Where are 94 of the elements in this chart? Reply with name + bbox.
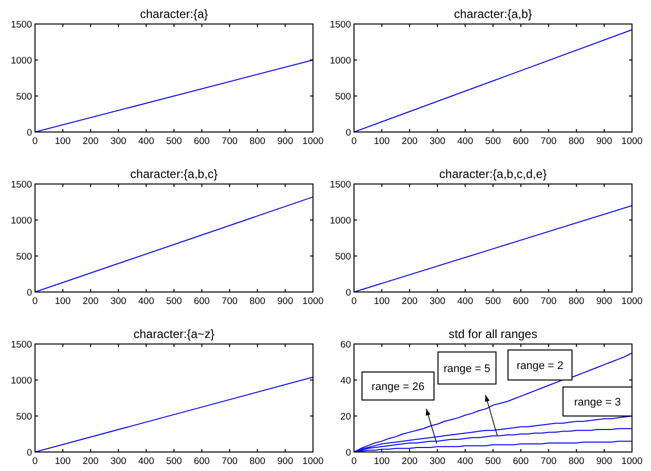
y-tick-label: 1500	[10, 20, 32, 30]
x-tick-label: 800	[249, 296, 266, 307]
x-tick-label: 200	[82, 136, 99, 147]
x-tick-label: 600	[194, 296, 210, 307]
x-tick-label: 500	[166, 296, 182, 307]
x-tick-label: 800	[249, 456, 266, 467]
x-tick-label: 800	[568, 456, 584, 467]
chart-title: std for all ranges	[448, 327, 538, 341]
x-tick-label: 300	[110, 296, 126, 307]
y-tick-label: 1000	[330, 216, 351, 226]
y-tick-label: 20	[340, 412, 351, 422]
x-tick-label: 900	[596, 296, 612, 307]
x-tick-label: 200	[402, 136, 418, 147]
x-tick-label: 700	[540, 456, 557, 467]
x-tick-label: 500	[485, 456, 501, 467]
x-tick-label: 200	[402, 296, 418, 307]
x-tick-label: 700	[222, 136, 238, 147]
x-tick-label: 1000	[621, 136, 643, 147]
x-tick-label: 100	[54, 136, 71, 147]
y-tick-label: 0	[26, 448, 32, 458]
x-tick-label: 800	[568, 136, 584, 147]
x-tick-label: 900	[596, 456, 612, 467]
x-tick-label: 500	[166, 136, 182, 147]
x-tick-label: 300	[110, 456, 126, 467]
x-tick-label: 1000	[621, 456, 643, 467]
x-tick-label: 500	[485, 136, 501, 147]
annotation: range = 3	[574, 396, 621, 408]
x-tick-label: 900	[277, 296, 294, 307]
annotation: range = 2	[516, 360, 564, 372]
x-tick-label: 300	[110, 136, 126, 147]
y-tick-label: 500	[335, 92, 351, 102]
y-tick-label: 60	[340, 340, 351, 350]
x-tick-label: 600	[512, 136, 529, 147]
y-tick-label: 1000	[10, 216, 32, 226]
x-tick-label: 600	[512, 296, 529, 307]
y-tick-label: 500	[16, 252, 32, 262]
x-tick-label: 700	[540, 296, 557, 307]
chart-title: character:{a,b,c,d,e}	[439, 167, 547, 181]
x-tick-label: 300	[429, 136, 446, 147]
x-tick-label: 500	[166, 456, 182, 467]
chart-title: character:{a,b}	[454, 7, 532, 21]
y-tick-label: 0	[26, 128, 32, 138]
x-tick-label: 1000	[302, 136, 324, 147]
y-tick-label: 1500	[330, 180, 351, 190]
y-tick-label: 1000	[330, 56, 351, 66]
y-tick-label: 1000	[10, 56, 32, 66]
x-tick-label: 1000	[621, 296, 643, 307]
y-tick-label: 0	[346, 448, 351, 458]
x-tick-label: 1000	[302, 456, 324, 467]
y-tick-label: 40	[340, 376, 351, 386]
chart-title: character:{a}	[140, 7, 208, 21]
y-tick-label: 1500	[10, 340, 32, 350]
x-tick-label: 400	[457, 136, 474, 147]
annotation: range = 26	[372, 381, 424, 393]
x-tick-label: 700	[222, 296, 238, 307]
x-tick-label: 600	[194, 136, 210, 147]
x-tick-label: 100	[374, 136, 390, 147]
x-tick-label: 800	[249, 136, 266, 147]
x-tick-label: 900	[277, 456, 294, 467]
y-tick-label: 500	[16, 92, 32, 102]
x-tick-label: 400	[457, 296, 474, 307]
x-tick-label: 400	[138, 136, 154, 147]
x-tick-label: 100	[54, 296, 71, 307]
x-tick-label: 900	[596, 136, 612, 147]
y-tick-label: 0	[346, 128, 351, 138]
annotation: range = 5	[444, 363, 490, 375]
x-tick-label: 700	[540, 136, 557, 147]
x-tick-label: 300	[429, 296, 446, 307]
y-tick-label: 0	[346, 288, 351, 298]
x-tick-label: 100	[374, 456, 390, 467]
y-tick-label: 1500	[330, 20, 351, 30]
x-tick-label: 200	[82, 296, 99, 307]
x-tick-label: 600	[512, 456, 529, 467]
y-tick-label: 1500	[10, 180, 32, 190]
x-tick-label: 200	[402, 456, 418, 467]
x-tick-label: 1000	[302, 296, 324, 307]
x-tick-label: 100	[54, 456, 71, 467]
y-tick-label: 1000	[10, 376, 32, 386]
x-tick-label: 900	[277, 136, 294, 147]
x-tick-label: 700	[222, 456, 238, 467]
y-tick-label: 0	[26, 288, 32, 298]
x-tick-label: 200	[82, 456, 99, 467]
x-tick-label: 100	[374, 296, 390, 307]
x-tick-label: 400	[138, 456, 154, 467]
chart-title: character:{a,b,c}	[130, 167, 218, 181]
chart-title: character:{a~z}	[133, 327, 215, 341]
x-tick-label: 500	[485, 296, 501, 307]
x-tick-label: 600	[194, 456, 210, 467]
x-tick-label: 400	[457, 456, 474, 467]
y-tick-label: 500	[16, 412, 32, 422]
x-tick-label: 800	[568, 296, 584, 307]
x-tick-label: 400	[138, 296, 154, 307]
y-tick-label: 500	[335, 252, 351, 262]
x-tick-label: 300	[429, 456, 446, 467]
